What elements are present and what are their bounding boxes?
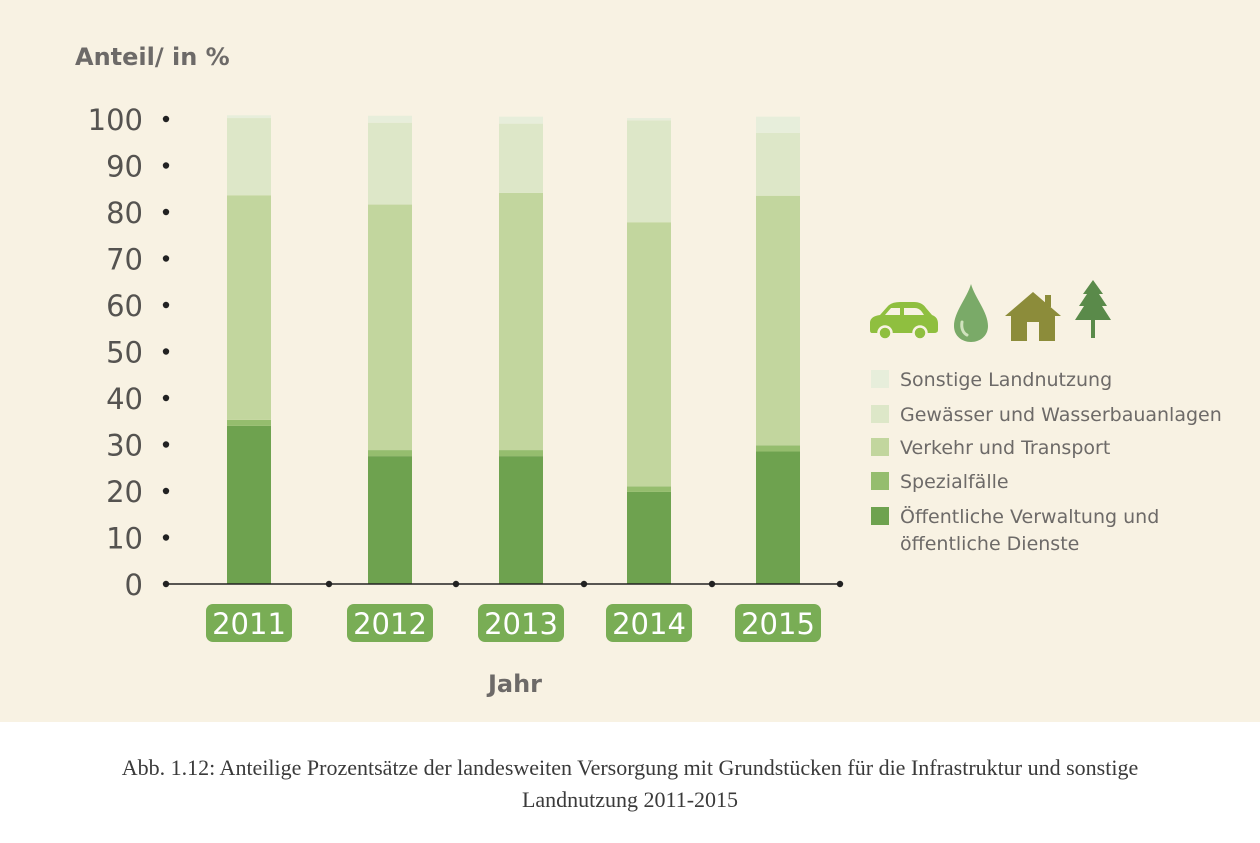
y-tick-dot [162, 348, 170, 355]
car-icon [870, 302, 938, 341]
bar-segment [627, 486, 671, 492]
y-tick-label: 10 [106, 522, 143, 556]
bar-segment [368, 122, 412, 205]
x-tick-label: 2015 [741, 607, 815, 641]
y-tick-label: 60 [106, 289, 143, 323]
tree-icon [1075, 280, 1111, 338]
figure-caption: Abb. 1.12: Anteilige Prozentsätze der la… [0, 752, 1260, 816]
year-badge [735, 604, 821, 642]
bar-segment [499, 450, 543, 457]
year-badges: 2011 2012 2013 2014 2015 [206, 604, 821, 642]
y-tick-label: 40 [106, 382, 143, 416]
bar-segment [756, 451, 800, 584]
legend-label: Verkehr und Transport [900, 437, 1110, 459]
legend: Sonstige Landnutzung Gewässer und Wasserb… [871, 369, 1222, 555]
x-axis-dot [708, 580, 716, 588]
y-tick-dot [162, 301, 170, 309]
bar-segment [368, 204, 412, 451]
y-tick-label: 0 [125, 568, 143, 602]
x-axis-dot [452, 580, 460, 588]
y-tick-label: 20 [106, 475, 143, 509]
x-tick-label: 2012 [353, 607, 427, 641]
legend-swatch [871, 507, 889, 525]
y-axis-title: Anteil/ in % [75, 43, 230, 71]
y-tick-dot [162, 162, 170, 169]
bar-segment [499, 123, 543, 193]
y-tick-label: 90 [106, 150, 143, 184]
y-axis: 0 10 20 30 40 50 60 70 80 90 100 [88, 103, 170, 602]
bar-segment [627, 222, 671, 487]
caption-line-1: Abb. 1.12: Anteilige Prozentsätze der la… [121, 755, 1139, 780]
bar-segment [227, 425, 271, 584]
y-tick-label: 30 [106, 429, 143, 463]
bar-segment [627, 120, 671, 223]
legend-swatch [871, 438, 889, 456]
y-tick-dot [162, 534, 170, 541]
year-badge [347, 604, 433, 642]
bar-segment [756, 116, 800, 133]
legend-swatch [871, 370, 889, 388]
house-icon [1005, 292, 1061, 341]
bar-segment [756, 445, 800, 452]
bar-segment [627, 491, 671, 584]
x-axis-dot [580, 580, 588, 588]
legend-label: Spezialfälle [900, 471, 1009, 493]
bar-segment [227, 195, 271, 420]
y-tick-dot [162, 487, 170, 495]
y-tick-dot [162, 208, 170, 216]
x-tick-label: 2014 [612, 607, 686, 641]
bars [227, 115, 800, 584]
bar-segment [227, 419, 271, 426]
y-tick-dot [162, 394, 170, 402]
bar-segment [368, 450, 412, 457]
bar-segment [499, 116, 543, 124]
chart-panel: Anteil/ in % 0 10 20 30 40 50 60 70 80 90 100 2011… [0, 0, 1260, 812]
water-drop-icon [954, 284, 988, 342]
x-axis [166, 580, 844, 588]
y-tick-label: 50 [106, 336, 143, 370]
legend-label: öffentliche Dienste [900, 533, 1079, 555]
bar-segment [227, 115, 271, 119]
legend-label: Öffentliche Verwaltung und [900, 505, 1159, 528]
bar-segment [756, 195, 800, 446]
bar-segment [756, 132, 800, 196]
bar-segment [227, 118, 271, 196]
x-tick-label: 2013 [484, 607, 558, 641]
bar-segment [627, 118, 671, 121]
year-badge [206, 604, 292, 642]
legend-label: Sonstige Landnutzung [900, 369, 1112, 391]
legend-swatch [871, 405, 889, 423]
year-badge [606, 604, 692, 642]
stacked-bar-chart: Anteil/ in % 0 10 20 30 40 50 60 70 80 90 100 2011… [75, 43, 1222, 698]
x-axis-title: Jahr [486, 670, 542, 698]
y-tick-dot [162, 115, 170, 123]
y-tick-label: 80 [106, 196, 143, 230]
caption-line-2: Landnutzung 2011-2015 [521, 787, 739, 812]
bar-segment [368, 456, 412, 584]
x-axis-dot [836, 580, 844, 588]
legend-label: Gewässer und Wasserbauanlagen [900, 404, 1222, 426]
legend-swatch [871, 472, 889, 490]
x-axis-dot [325, 580, 333, 588]
y-tick-label: 70 [106, 243, 143, 277]
bar-segment [499, 192, 543, 451]
y-tick-dot [162, 441, 170, 448]
legend-icons [870, 280, 1111, 342]
bar-segment [499, 456, 543, 584]
year-badge [478, 604, 564, 642]
y-tick-label: 100 [88, 103, 143, 137]
x-tick-label: 2011 [212, 607, 286, 641]
y-tick-dot [162, 255, 170, 262]
bar-segment [368, 115, 412, 123]
